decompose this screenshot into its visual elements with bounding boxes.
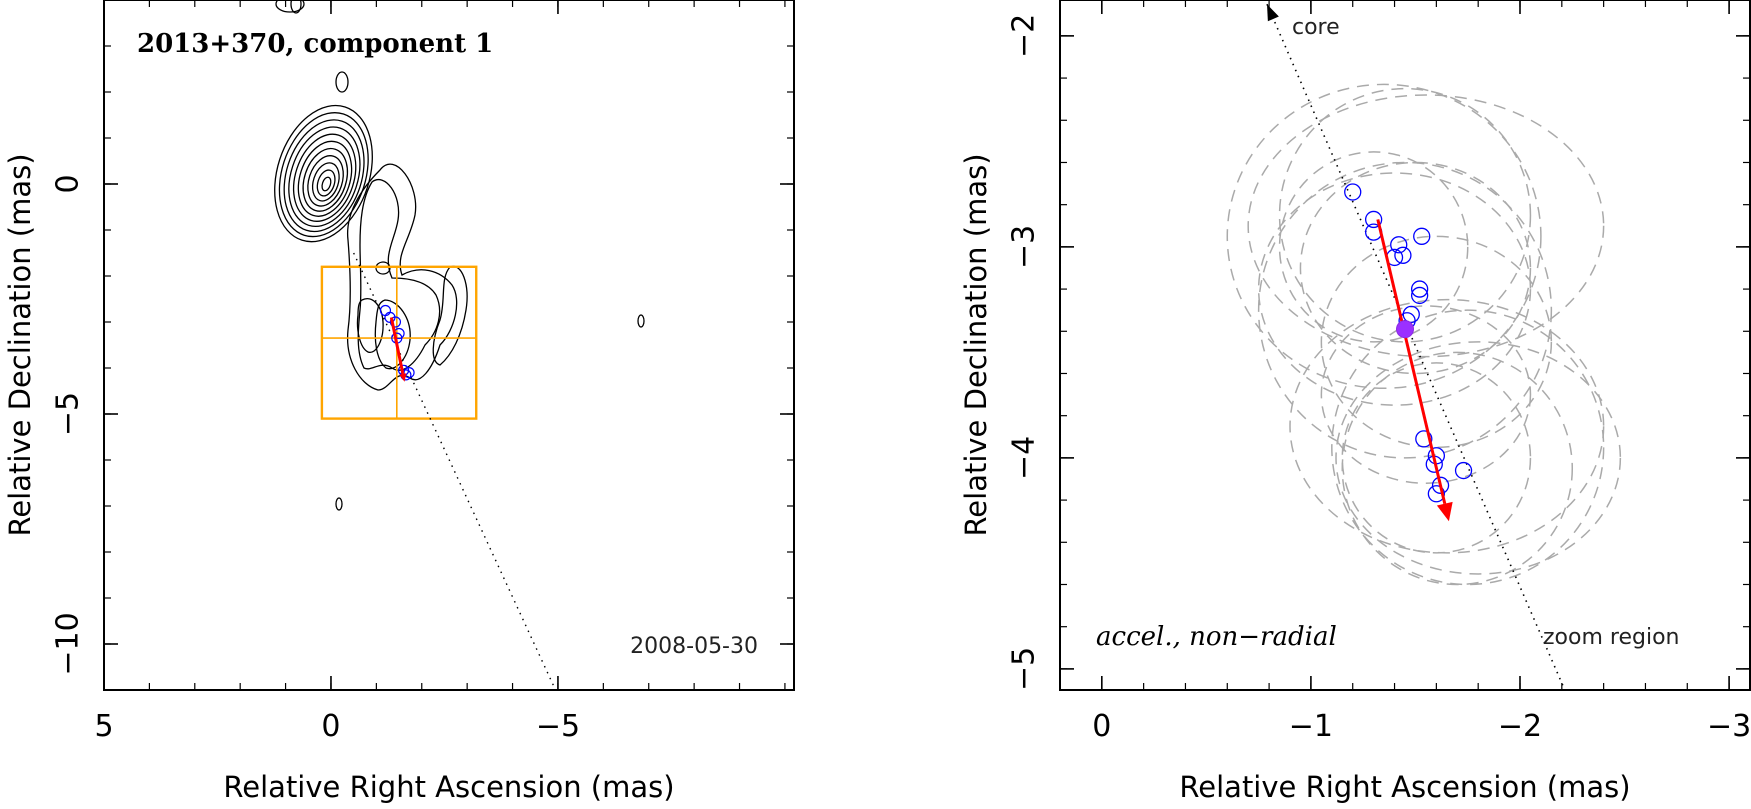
left-ytick-label: −5 [51, 392, 86, 436]
right-ticks: 0 −1 −2 −3 −2 −3 −4 −5 [1007, 0, 1751, 744]
right-data-point [1427, 485, 1446, 503]
left-xlabel: Relative Right Ascension (mas) [223, 770, 674, 804]
error-ellipse [1226, 83, 1542, 390]
right-xtick-label: −1 [1289, 709, 1333, 744]
right-data-point [1394, 246, 1412, 264]
contour-jet [374, 299, 411, 370]
right-data-point [1410, 280, 1429, 298]
left-ytick-label: −10 [51, 612, 86, 675]
left-ylabel: Relative Declination (mas) [3, 153, 37, 536]
error-ellipse [1341, 362, 1532, 554]
right-data-point [1415, 430, 1433, 448]
contour-jet [356, 298, 384, 353]
contour-core [302, 147, 349, 212]
left-xtick-label: −5 [536, 709, 580, 744]
error-ellipse [1278, 151, 1469, 343]
right-xlabel: Relative Right Ascension (mas) [1179, 770, 1630, 804]
right-motion-arrow-head [1436, 501, 1453, 522]
error-ellipse [1278, 87, 1532, 343]
error-ellipse [1257, 172, 1532, 406]
right-xtick-label: −2 [1498, 709, 1542, 744]
contour-core [307, 155, 344, 207]
error-ellipse [1320, 305, 1532, 484]
right-data-point [1454, 461, 1473, 480]
right-data-point [1364, 210, 1383, 229]
contour-core [288, 126, 361, 228]
error-ellipse [1320, 235, 1553, 449]
right-xtick-label: −3 [1707, 709, 1751, 744]
left-plot-frame [103, 0, 795, 691]
left-ytick-label: 0 [51, 174, 86, 193]
contour-core [292, 133, 357, 222]
contour-isolated [375, 261, 391, 275]
error-ellipse [1257, 161, 1553, 459]
contour-isolated [275, 0, 305, 13]
right-zoom-label: zoom region [1543, 625, 1679, 650]
right-xtick-label: 0 [1092, 709, 1111, 744]
contour-isolated [335, 71, 349, 93]
right-ytick-label: −2 [1007, 14, 1042, 58]
contour-isolated [290, 0, 302, 14]
right-data-point [1390, 236, 1408, 254]
zoom-box [320, 265, 478, 420]
error-ellipse [1335, 341, 1622, 575]
contour-core [321, 176, 332, 192]
right-motion-arrow-shaft [1376, 219, 1447, 505]
contour-jet [432, 265, 468, 366]
right-annotation: accel., non−radial [1096, 622, 1337, 652]
contour-jet [346, 163, 458, 391]
error-ellipse [1289, 298, 1605, 554]
left-contours [274, 0, 645, 511]
right-data-point [1431, 476, 1450, 494]
right-trajectory-line [1266, 3, 1565, 689]
right-data-point [1410, 286, 1429, 305]
right-data-point [1344, 183, 1362, 201]
right-panel: 0 −1 −2 −3 −2 −3 −4 −5 core zoom region accel.,… [959, 0, 1751, 804]
right-ytick-label: −5 [1007, 647, 1042, 691]
left-motion-arrow-shaft [389, 317, 405, 375]
contour-core [316, 169, 336, 197]
core-direction-arrowhead [1267, 4, 1279, 22]
right-marks [1266, 3, 1565, 689]
contour-core [297, 140, 353, 217]
contour-core [311, 162, 340, 202]
error-ellipse [1341, 351, 1574, 586]
right-data-point [1413, 227, 1431, 245]
error-ellipse [1299, 161, 1532, 375]
left-marks [353, 252, 555, 686]
right-core-label: core [1292, 15, 1340, 40]
contour-isolated [637, 314, 645, 328]
left-motion-arrow-head [399, 373, 407, 382]
left-data-point [389, 316, 402, 328]
contour-core [278, 112, 369, 238]
left-panel: 5 0 −5 0 −5 −10 2013+370, component 1 2008-05… [3, 0, 795, 804]
left-ticks: 5 0 −5 0 −5 −10 [51, 0, 794, 744]
contour-jet [357, 179, 441, 371]
mean-position-point [1396, 320, 1414, 339]
left-title: 2013+370, component 1 [137, 29, 493, 59]
error-ellipse [1247, 94, 1605, 358]
right-plot-frame [1059, 0, 1751, 691]
left-data-point [379, 304, 392, 317]
contour-isolated [335, 497, 343, 511]
contour-core [274, 104, 373, 243]
error-ellipse [1331, 309, 1605, 586]
right-ytick-label: −4 [1007, 436, 1042, 480]
left-date: 2008-05-30 [630, 634, 758, 659]
left-trajectory-line [353, 252, 555, 686]
right-ylabel: Relative Declination (mas) [959, 153, 993, 536]
left-xtick-label: 5 [94, 709, 113, 744]
right-error-ellipses [1226, 83, 1622, 586]
contour-core [283, 119, 365, 233]
left-xtick-label: 0 [321, 709, 340, 744]
right-ytick-label: −3 [1007, 225, 1042, 269]
